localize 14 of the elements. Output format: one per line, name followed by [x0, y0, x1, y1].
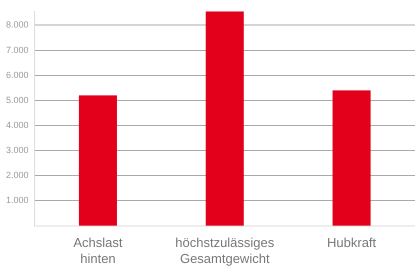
y-tick-label: 5.000: [6, 94, 29, 105]
y-tick-label: 7.000: [6, 44, 29, 55]
bar: [206, 11, 244, 226]
x-tick-label: Achslast hinten: [73, 235, 123, 266]
y-tick-label: 2.000: [6, 170, 29, 180]
y-tick-label: 6.000: [6, 70, 29, 80]
x-tick-label: höchstzulässiges Gesamtgewicht: [175, 235, 275, 266]
bar: [332, 90, 371, 226]
y-tick-label: 3.000: [6, 145, 29, 156]
bar: [78, 95, 117, 226]
y-tick-label: 8.000: [6, 20, 29, 30]
y-tick-label: 4.000: [6, 120, 29, 130]
x-tick-label: Hubkraft: [327, 235, 377, 250]
y-tick-label: 1.000: [6, 195, 29, 206]
